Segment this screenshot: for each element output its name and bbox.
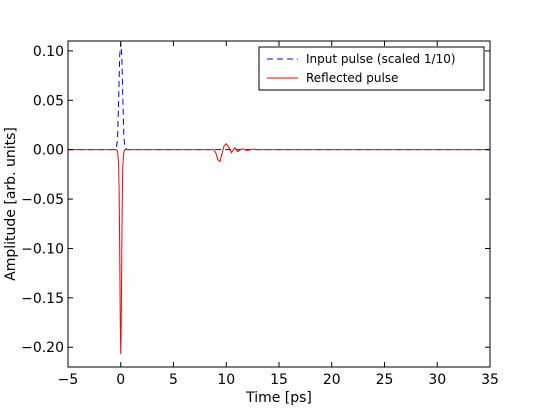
- y-tick-label-5: −0.15: [21, 291, 64, 307]
- series-line-1: [68, 142, 490, 355]
- ticks-layer: [67, 41, 491, 367]
- legend: Input pulse (scaled 1/10) Reflected puls…: [258, 46, 485, 91]
- y-tick-label-1: 0.05: [33, 93, 64, 109]
- x-tick-label-5: 20: [323, 372, 341, 388]
- legend-label-reflected-pulse: Reflected pulse: [306, 71, 398, 85]
- x-tick-label-7: 30: [428, 372, 446, 388]
- legend-box: [258, 46, 485, 91]
- y-tick-label-3: −0.05: [21, 192, 64, 208]
- x-axis-label: Time [ps]: [245, 390, 312, 406]
- y-tick-label-0: 0.10: [33, 44, 64, 60]
- legend-label-input-pulse: Input pulse (scaled 1/10): [306, 52, 456, 66]
- x-tick-label-0: −5: [58, 372, 79, 388]
- x-tick-label-2: 5: [169, 372, 178, 388]
- y-tick-label-6: −0.20: [21, 340, 64, 356]
- y-tick-label-2: 0.00: [33, 143, 64, 159]
- x-tick-label-4: 15: [270, 372, 288, 388]
- x-tick-label-1: 0: [116, 372, 125, 388]
- y-tick-label-4: −0.10: [21, 241, 64, 257]
- x-tick-label-3: 10: [217, 372, 235, 388]
- labels-layer: −5 0 5 10 15 20 25 30 35 0.10 0.05 0.00 −0.05 −0.10 −0…: [21, 44, 499, 388]
- x-tick-label-6: 25: [376, 372, 394, 388]
- y-axis-label: Amplitude [arb. units]: [3, 127, 19, 281]
- x-tick-label-8: 35: [481, 372, 499, 388]
